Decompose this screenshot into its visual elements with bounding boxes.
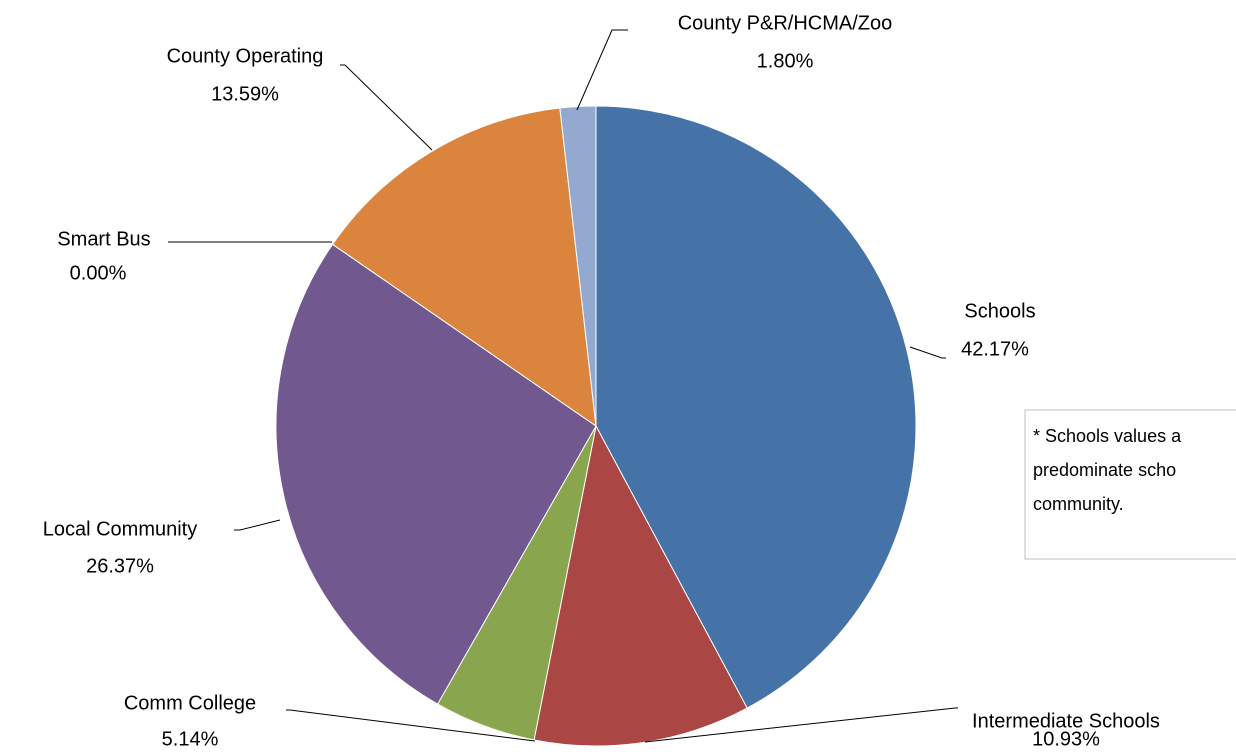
leader-line [644,707,958,743]
pie-slice [331,107,597,428]
note-box [1024,409,1236,560]
slice-label: Comm College [124,692,256,714]
pie-slice [559,105,597,427]
slice-value-label: 5.14% [162,728,219,750]
slice-label: County P&R/HCMA/Zoo [678,12,893,34]
leader-line [909,346,946,359]
slice-label: Intermediate Schools [972,710,1160,732]
leader-line [234,519,281,531]
leader-line [576,29,628,111]
slice-value-label: 42.17% [961,338,1029,360]
slice-label: Schools [964,300,1035,322]
slice-value-label: 13.59% [211,83,279,105]
slice-label: Local Community [43,518,198,540]
leader-line [286,709,536,742]
slice-value-label: 1.80% [757,50,814,72]
note-line: predominate scho [1033,460,1176,480]
leader-line [340,64,433,151]
slice-value-label: 10.93% [1032,728,1100,750]
slice-label: County Operating [167,45,324,67]
slice-value-label: 26.37% [86,555,154,577]
pie-slice [275,243,597,705]
pie-slice [533,424,748,747]
slice-value-label: 0.00% [70,262,127,284]
pie-slice [595,105,917,709]
note-line: * Schools values a [1033,426,1182,446]
slice-label: Smart Bus [57,228,150,250]
note-line: community. [1033,494,1124,514]
